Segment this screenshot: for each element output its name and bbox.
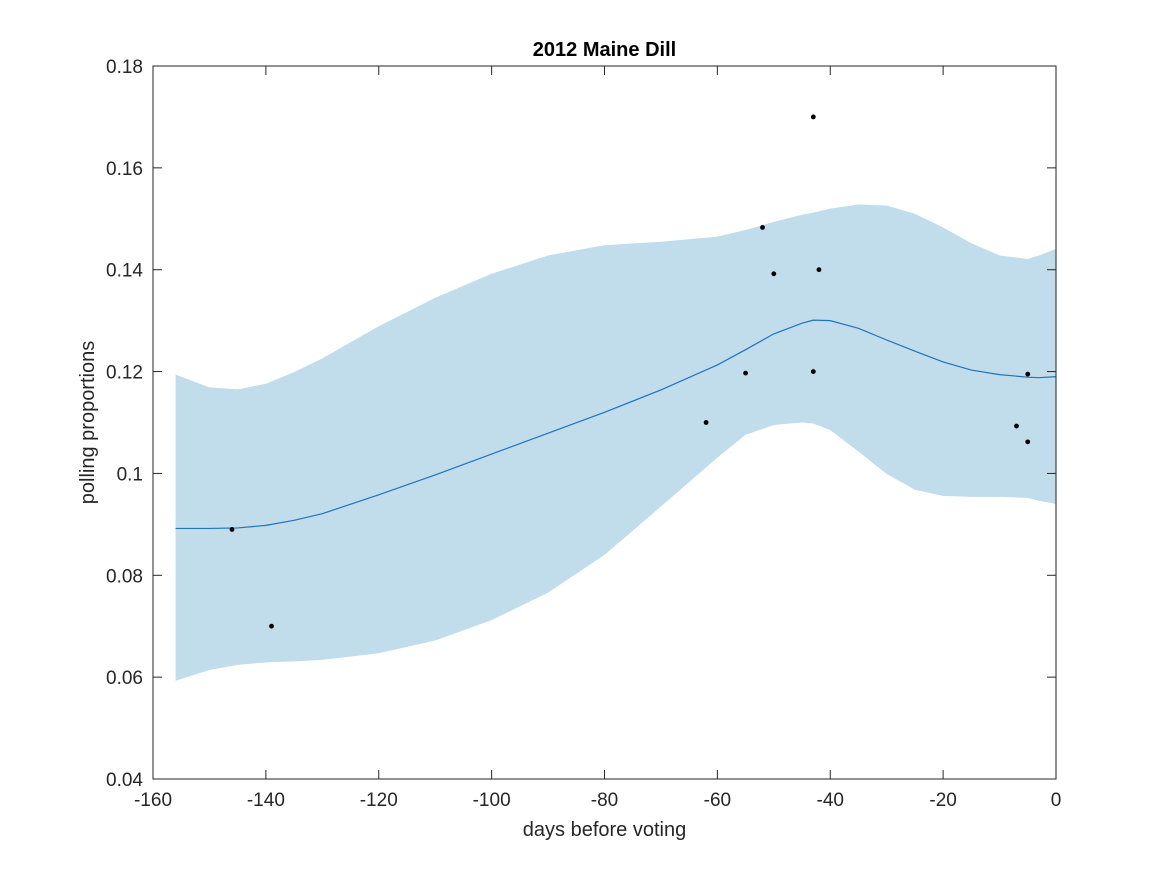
trend-line bbox=[175, 319, 1057, 530]
y-tick-label: 0.08 bbox=[106, 566, 143, 587]
data-point bbox=[703, 420, 709, 425]
data-point bbox=[760, 225, 765, 230]
data-point bbox=[229, 527, 235, 532]
y-tick-label: 0.14 bbox=[106, 261, 143, 282]
x-tick-label: -60 bbox=[704, 790, 731, 811]
chart-title: 2012 Maine Dill bbox=[533, 39, 676, 61]
data-point bbox=[816, 267, 822, 273]
data-point bbox=[810, 369, 816, 374]
plot-area: -160 -140 -120 -100 -80 -60 -40 -20 0 0.04 0.06 0.0… bbox=[106, 57, 1061, 811]
y-tick-label: 0.1 bbox=[117, 464, 143, 485]
data-point bbox=[771, 271, 777, 277]
x-tick-label: -20 bbox=[929, 790, 956, 811]
x-tick-label: 0 bbox=[1051, 790, 1062, 811]
data-point bbox=[743, 370, 748, 376]
data-point bbox=[810, 114, 816, 120]
y-tick-label: 0.04 bbox=[106, 770, 143, 791]
x-tick-label: -160 bbox=[134, 790, 172, 811]
x-tick-label: -120 bbox=[360, 790, 398, 811]
x-tick-label: -140 bbox=[247, 790, 285, 811]
y-axis-label: polling proportions bbox=[77, 341, 99, 504]
data-point bbox=[1014, 423, 1019, 429]
data-point bbox=[1025, 439, 1031, 445]
x-tick-label: -100 bbox=[473, 790, 511, 811]
x-tick-label: -40 bbox=[817, 790, 844, 811]
x-tick-label: -80 bbox=[591, 790, 618, 811]
x-axis-label: days before voting bbox=[523, 819, 686, 841]
data-point bbox=[1025, 371, 1031, 377]
confidence-band bbox=[175, 204, 1056, 681]
y-tick-label: 0.06 bbox=[106, 668, 143, 689]
data-point bbox=[269, 623, 274, 629]
y-tick-label: 0.16 bbox=[106, 159, 143, 180]
y-tick-label: 0.18 bbox=[106, 57, 143, 78]
y-tick-label: 0.12 bbox=[106, 363, 143, 384]
